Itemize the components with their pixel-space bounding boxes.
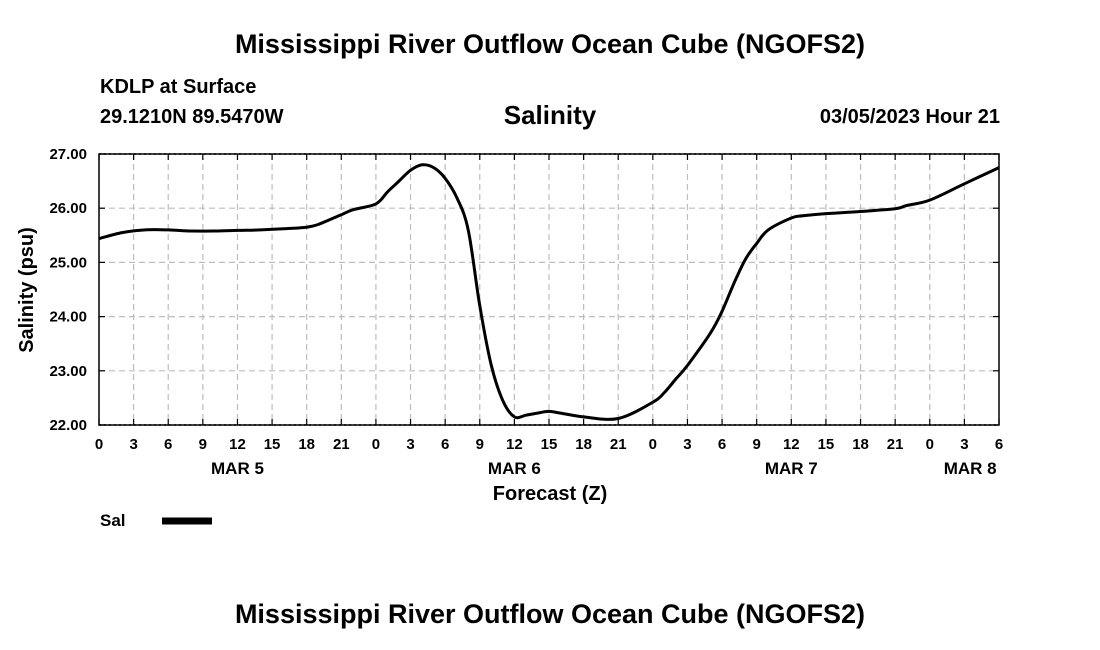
- x-tick-label: 15: [541, 436, 558, 453]
- series-line-sal: [98, 163, 1000, 421]
- chart-title: Salinity: [503, 100, 597, 130]
- footer-title: Mississippi River Outflow Ocean Cube (NG…: [234, 599, 866, 629]
- x-tick-label: 0: [95, 436, 103, 453]
- station-label: KDLP at Surface: [100, 76, 257, 98]
- x-tick-label: 0: [649, 436, 657, 453]
- x-tick-label: 6: [441, 436, 449, 453]
- day-label: MAR 8: [944, 459, 997, 478]
- axis-ticks: [98, 153, 1000, 426]
- x-tick-label: 18: [298, 436, 315, 453]
- y-tick-labels: 22.00 23.00 24.00 25.00 26.00 27.00: [49, 146, 87, 434]
- x-axis-label: Forecast (Z): [493, 483, 607, 505]
- x-tick-label: 9: [199, 436, 207, 453]
- y-axis-label: Salinity (psu): [16, 227, 38, 353]
- y-tick-label: 25.00: [49, 254, 87, 271]
- x-tick-label: 21: [887, 436, 904, 453]
- y-tick-label: 22.00: [49, 417, 87, 434]
- x-tick-labels: 0 3 6 9 12 15 18 21 0 3 6 9 12 15 18 21 0 3 6 9 12 15 18 21 0 3 6: [95, 436, 1003, 453]
- x-tick-label: 9: [476, 436, 484, 453]
- x-tick-label: 9: [753, 436, 761, 453]
- x-tick-label: 18: [575, 436, 592, 453]
- station-coordinates: 29.1210N 89.5470W: [100, 106, 284, 128]
- x-tick-label: 12: [506, 436, 523, 453]
- x-tick-label: 15: [264, 436, 281, 453]
- x-tick-label: 18: [852, 436, 869, 453]
- y-tick-label: 23.00: [49, 363, 87, 380]
- y-tick-label: 26.00: [49, 200, 87, 217]
- day-label: MAR 7: [765, 459, 818, 478]
- x-tick-label: 6: [718, 436, 726, 453]
- x-tick-label: 6: [164, 436, 172, 453]
- page-title: Mississippi River Outflow Ocean Cube (NG…: [234, 29, 866, 59]
- salinity-chart: 0 3 6 9 12 15 18 21 0 3 6 9 12 15 18 21 0 3 6 9 12 15 18 21 0 3 6 …: [16, 146, 1003, 530]
- x-tick-label: 3: [406, 436, 414, 453]
- y-tick-label: 27.00: [49, 146, 87, 163]
- x-tick-label: 6: [995, 436, 1003, 453]
- x-tick-label: 12: [229, 436, 246, 453]
- x-tick-label: 15: [818, 436, 835, 453]
- x-tick-label: 3: [683, 436, 691, 453]
- forecast-timestamp: 03/05/2023 Hour 21: [819, 106, 1000, 128]
- x-tick-label: 21: [333, 436, 350, 453]
- x-tick-label: 12: [783, 436, 800, 453]
- legend-label: Sal: [100, 511, 126, 530]
- x-tick-label: 3: [960, 436, 968, 453]
- x-tick-label: 3: [129, 436, 137, 453]
- day-label: MAR 5: [211, 459, 264, 478]
- grid-lines: [99, 153, 999, 426]
- y-tick-label: 24.00: [49, 309, 87, 326]
- x-tick-label: 21: [610, 436, 627, 453]
- day-label: MAR 6: [488, 459, 541, 478]
- day-labels: MAR 5 MAR 6 MAR 7 MAR 8: [211, 459, 997, 478]
- x-tick-label: 0: [926, 436, 934, 453]
- x-tick-label: 0: [372, 436, 380, 453]
